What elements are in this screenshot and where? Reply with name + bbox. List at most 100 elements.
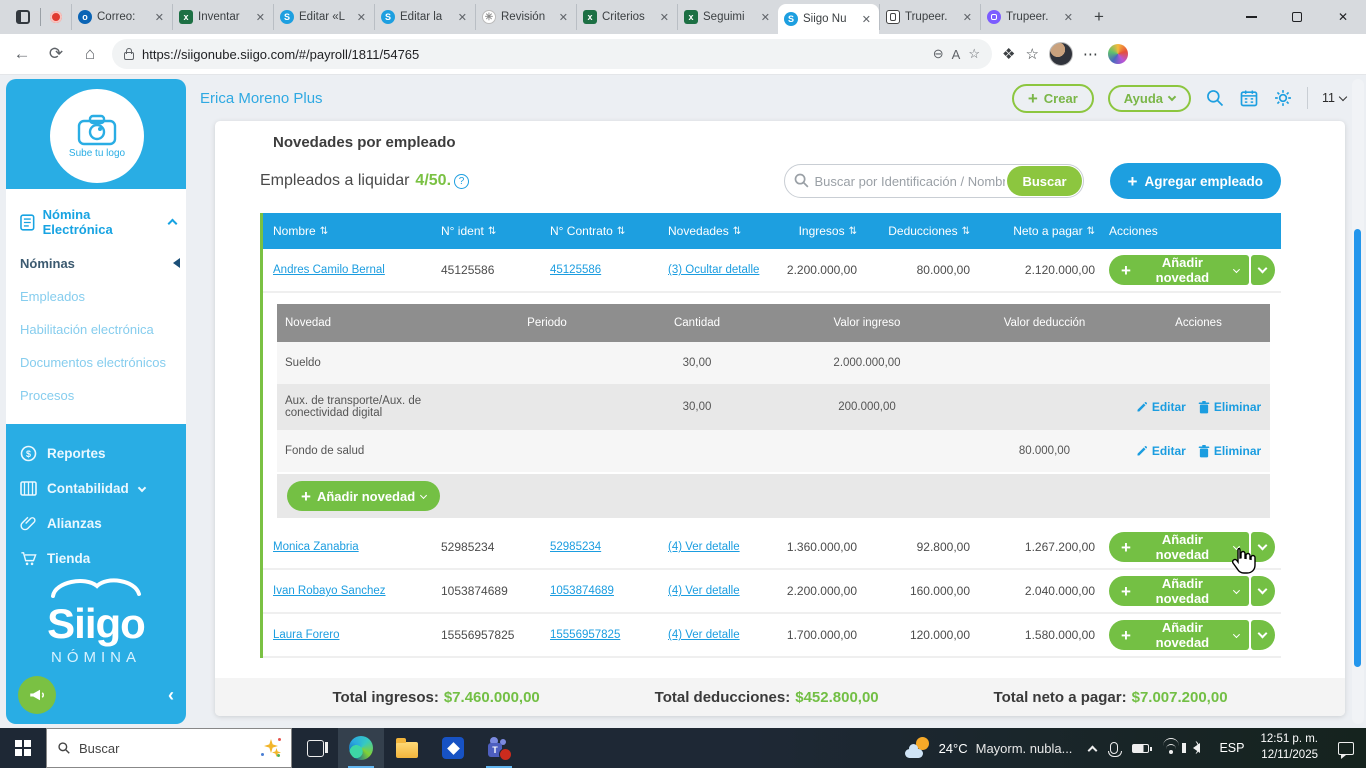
pinned-recording-tab[interactable] [41,4,71,30]
tab-actions-button[interactable] [10,4,36,30]
zoom-out-icon[interactable]: ⊖ [932,46,944,61]
col-contrato[interactable]: N° Contrato [544,224,662,238]
page-scrollbar[interactable] [1352,79,1364,724]
contract-link[interactable]: 45125586 [550,264,602,276]
tab-close-icon[interactable]: ✕ [760,11,770,24]
collapse-sidebar-icon[interactable]: ‹ [168,684,174,705]
sidebar-item-empleados[interactable]: Empleados [6,280,186,313]
sidebar-item-alianzas[interactable]: Alianzas [6,506,186,541]
home-icon[interactable]: ⌂ [84,44,96,63]
eliminar-link[interactable]: Eliminar [1198,444,1261,458]
ayuda-button[interactable]: Ayuda [1107,84,1192,112]
contract-link[interactable]: 15556957825 [550,629,621,641]
search-icon[interactable] [1205,88,1225,108]
file-explorer-button[interactable] [384,728,430,768]
tab-revision[interactable]: ✳ Revisión ✕ [475,4,576,30]
add-novedad-button[interactable]: + Añadir novedad [1109,532,1249,562]
taskbar-search[interactable]: Buscar [46,728,292,768]
sidebar-item-reportes[interactable]: $ Reportes [6,436,186,471]
novedades-toggle-link[interactable]: (4) Ver detalle [668,541,740,553]
maximize-button[interactable] [1274,0,1320,34]
module-header[interactable]: Nómina Electrónica [6,199,186,247]
buscar-button[interactable]: Buscar [1007,166,1082,196]
back-icon[interactable]: ← [13,44,31,63]
sidebar-item-contabilidad[interactable]: Contabilidad [6,471,186,506]
profile-avatar[interactable] [1048,42,1073,66]
tab-trupeer-1[interactable]: Trupeer. ✕ [879,4,980,30]
add-novedad-button[interactable]: + Añadir novedad [1109,255,1249,285]
sidebar-item-tienda[interactable]: Tienda [6,541,186,576]
sidebar-item-procesos[interactable]: Procesos [6,379,186,412]
wifi-icon[interactable] [1156,738,1186,754]
volume-icon[interactable] [1182,739,1211,754]
read-aloud-icon[interactable]: A [951,46,961,62]
tab-editar-2[interactable]: S Editar la ✕ [374,4,475,30]
app-diamond-button[interactable] [430,728,476,768]
editar-link[interactable]: Editar [1136,444,1186,458]
upload-logo-button[interactable]: Sube tu logo [50,89,144,183]
tab-close-icon[interactable]: ✕ [558,11,568,24]
announcements-button[interactable] [18,676,56,714]
teams-button[interactable]: T [476,728,522,768]
row-menu-button[interactable] [1250,576,1275,606]
add-novedad-button[interactable]: + Añadir novedad [287,481,441,511]
refresh-icon[interactable]: ⟳ [48,44,64,63]
tab-close-icon[interactable]: ✕ [659,11,669,24]
tab-close-icon[interactable]: ✕ [457,11,467,24]
scrollbar-thumb[interactable] [1354,229,1361,667]
extensions-icon[interactable]: ❖ [1002,46,1016,63]
calendar-icon[interactable] [1239,88,1259,108]
tab-trupeer-2[interactable]: Trupeer. ✕ [980,4,1081,30]
address-bar[interactable]: https://siigonube.siigo.com/#/payroll/18… [112,39,992,69]
battery-icon[interactable] [1125,743,1156,753]
employee-name-link[interactable]: Ivan Robayo Sanchez [273,585,386,597]
add-novedad-button[interactable]: + Añadir novedad [1109,576,1249,606]
task-view-button[interactable] [292,728,338,768]
favorites-bar-icon[interactable]: ☆ [1025,46,1039,63]
row-menu-button[interactable] [1250,620,1275,650]
contract-link[interactable]: 52985234 [550,541,602,553]
novedades-toggle-link[interactable]: (4) Ver detalle [668,629,740,641]
tab-criterios[interactable]: x Criterios ✕ [576,4,677,30]
employee-name-link[interactable]: Monica Zanabria [273,541,359,553]
col-deducciones[interactable]: Deducciones [863,224,976,238]
start-button[interactable] [0,728,46,768]
tab-close-icon[interactable]: ✕ [356,11,366,24]
close-button[interactable]: ✕ [1337,10,1349,24]
row-menu-button[interactable] [1250,532,1275,562]
favorite-star-icon[interactable]: ☆ [968,46,980,61]
new-tab-button[interactable]: + [1094,7,1104,26]
tab-seguimiento[interactable]: x Seguimi ✕ [677,4,778,30]
tab-correo[interactable]: o Correo: ✕ [71,4,172,30]
employee-name-link[interactable]: Laura Forero [273,629,340,641]
help-icon[interactable]: ? [454,173,470,189]
sidebar-item-documentos[interactable]: Documentos electrónicos [6,346,186,379]
crear-button[interactable]: + Crear [1011,83,1094,113]
tab-close-icon[interactable]: ✕ [1063,11,1073,24]
minimize-button[interactable] [1228,0,1274,34]
contract-link[interactable]: 1053874689 [550,585,614,597]
gear-icon[interactable] [1273,88,1293,108]
tab-close-icon[interactable]: ✕ [154,11,164,24]
col-ingresos[interactable]: Ingresos [783,224,863,238]
action-center-button[interactable] [1326,741,1366,759]
tab-close-icon[interactable]: ✕ [962,11,972,24]
weather-widget[interactable]: 24°C Mayorm. nubla... [895,737,1083,759]
tab-siigo-active[interactable]: S Siigo Nu ✕ [778,4,879,34]
novedades-toggle-link[interactable]: (3) Ocultar detalle [668,264,760,276]
copilot-icon[interactable] [1107,44,1128,64]
col-neto[interactable]: Neto a pagar [976,224,1101,238]
hidden-icons-button[interactable] [1082,743,1103,755]
microphone-tray-icon[interactable] [1103,742,1125,757]
col-novedades[interactable]: Novedades [662,224,783,238]
taskbar-clock[interactable]: 12:51 p. m. 12/11/2025 [1252,732,1326,763]
edge-taskbar-button[interactable] [338,728,384,768]
sidebar-item-habilitacion[interactable]: Habilitación electrónica [6,313,186,346]
row-menu-button[interactable] [1250,255,1275,285]
tab-close-icon[interactable]: ✕ [861,13,871,26]
agregar-empleado-button[interactable]: + Agregar empleado [1109,163,1281,199]
language-indicator[interactable]: ESP [1219,741,1245,755]
tab-editar-1[interactable]: S Editar «L ✕ [273,4,374,30]
col-ident[interactable]: N° ident [435,224,544,238]
editar-link[interactable]: Editar [1136,400,1186,414]
